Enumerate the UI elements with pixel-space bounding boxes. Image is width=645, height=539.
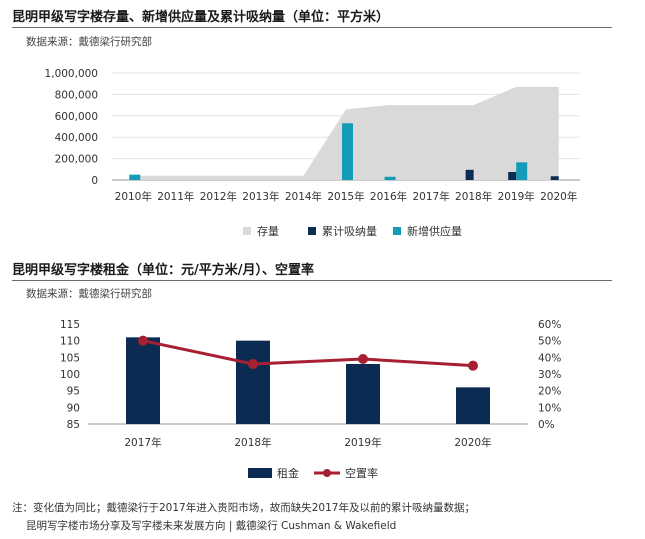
chart1-x-tick: 2010年: [115, 190, 152, 203]
chart2-right-tick: 40%: [538, 352, 561, 364]
chart2-left-tick: 85: [67, 419, 80, 431]
chart1-legend-label: 新增供应量: [407, 224, 462, 238]
chart1-legend-label: 累计吸纳量: [322, 225, 377, 238]
chart2-rent-bar: [126, 337, 160, 424]
chart1-absorption-bar: [550, 176, 559, 180]
chart2-legend-swatch-rent: [248, 468, 272, 478]
chart2-left-tick: 115: [60, 319, 80, 331]
chart1-x-tick: 2014年: [285, 190, 322, 203]
chart1-supply-bar: [342, 123, 353, 180]
chart2-source: 数据来源：戴德梁行研究部: [26, 288, 152, 300]
chart2-title: 昆明甲级写字楼租金（单位：元/平方米/月）、空置率: [12, 263, 314, 278]
chart2-left-tick: 110: [60, 336, 80, 348]
chart2-right-tick: 10%: [538, 402, 561, 414]
chart1-x-tick: 2018年: [455, 190, 492, 203]
chart1-x-tick: 2012年: [200, 190, 237, 203]
chart2-x-tick: 2017年: [124, 436, 161, 449]
chart2-x-tick: 2020年: [454, 436, 491, 449]
footer-credit: 昆明写字楼市场分享及写字楼未来发展方向 | 戴德梁行 Cushman & Wak…: [26, 520, 397, 532]
chart2-x-tick: 2018年: [234, 436, 271, 449]
chart1-supply-bar: [516, 162, 528, 180]
chart2-vacancy-point: [358, 354, 368, 364]
chart2-left-tick: 90: [67, 402, 80, 414]
chart2-rent-bar: [236, 340, 270, 424]
chart1-legend-swatch: [308, 227, 316, 235]
chart1-y-tick: 200,000: [55, 154, 98, 166]
chart2-x-tick: 2019年: [344, 436, 381, 449]
chart2-right-tick-labels: 0% 10% 20% 30% 40% 50% 60%: [538, 319, 561, 431]
chart2-legend: 租金 空置率: [248, 466, 378, 480]
chart2-legend-label: 租金: [277, 466, 299, 480]
chart2-vacancy-point: [248, 359, 258, 369]
chart1-title: 昆明甲级写字楼存量、新增供应量及累计吸纳量（单位：平方米）: [12, 10, 390, 25]
chart2-bars: [126, 337, 490, 424]
chart1-legend-swatch: [243, 227, 251, 235]
chart1-x-tick: 2020年: [540, 190, 577, 203]
chart1-absorption-bar: [508, 171, 517, 180]
chart1-x-tick: 2013年: [242, 190, 279, 203]
chart2-legend-label: 空置率: [345, 466, 378, 480]
chart1-y-tick: 800,000: [55, 89, 98, 101]
chart1-supply-bar: [129, 174, 141, 180]
chart2-right-tick: 50%: [538, 336, 561, 348]
chart1-x-tick: 2011年: [157, 190, 194, 203]
chart2-left-tick: 105: [60, 352, 80, 364]
chart2-vacancy-polyline: [142, 339, 474, 368]
chart2-rent-bar: [456, 387, 490, 424]
chart2-rent-bar: [346, 364, 380, 424]
chart1-legend-swatch: [393, 227, 401, 235]
chart2-right-tick: 20%: [538, 386, 561, 398]
chart2-right-tick: 60%: [538, 319, 561, 331]
chart2-vacancy-point: [138, 335, 148, 346]
chart2-left-tick-labels: 85 90 95 100 105 110 115: [60, 319, 80, 431]
chart2-title-rule: [12, 280, 612, 281]
chart1-x-tick: 2017年: [412, 190, 449, 203]
chart1-absorption-bar: [465, 169, 474, 180]
chart2-right-tick: 30%: [538, 369, 561, 381]
chart1-source: 数据来源：戴德梁行研究部: [26, 36, 152, 48]
chart1-plot: 0 200,000 400,000 600,000 800,000 1,000,000 2…: [45, 68, 580, 238]
chart1-supply-bar: [384, 176, 396, 180]
chart1-y-tick: 400,000: [55, 132, 98, 144]
chart2-x-tick-labels: 2017年 2018年 2019年 2020年: [124, 436, 491, 449]
chart2-legend-swatch-vacancy-dot: [323, 469, 331, 477]
chart2-vacancy-point: [468, 360, 478, 371]
chart1-bars: [129, 123, 559, 180]
chart1-title-rule: [12, 27, 612, 28]
chart1-y-tick: 600,000: [55, 111, 98, 123]
chart2-left-tick: 100: [60, 369, 80, 381]
chart1-y-tick-labels: 0 200,000 400,000 600,000 800,000 1,000,000: [45, 68, 98, 187]
chart2-right-tick: 0%: [538, 419, 555, 431]
chart1-y-tick: 0: [91, 175, 98, 187]
chart1-x-tick-labels: 2010年 2011年 2012年 2013年 2014年 2015年 2016年 2017年…: [115, 190, 578, 203]
chart1-x-tick: 2015年: [327, 190, 364, 203]
chart1-legend: 存量 累计吸纳量 新增供应量: [243, 224, 462, 238]
chart1-x-tick: 2019年: [498, 190, 535, 203]
chart2-vacancy-line: [138, 335, 478, 371]
chart1-x-tick: 2016年: [370, 190, 407, 203]
footnote: 注：变化值为同比；戴德梁行于2017年进入贵阳市场，故而缺失2017年及以前的累…: [12, 502, 475, 514]
chart1-legend-label: 存量: [257, 224, 279, 238]
chart2-left-tick: 95: [67, 386, 80, 398]
chart1-y-tick: 1,000,000: [45, 68, 98, 80]
